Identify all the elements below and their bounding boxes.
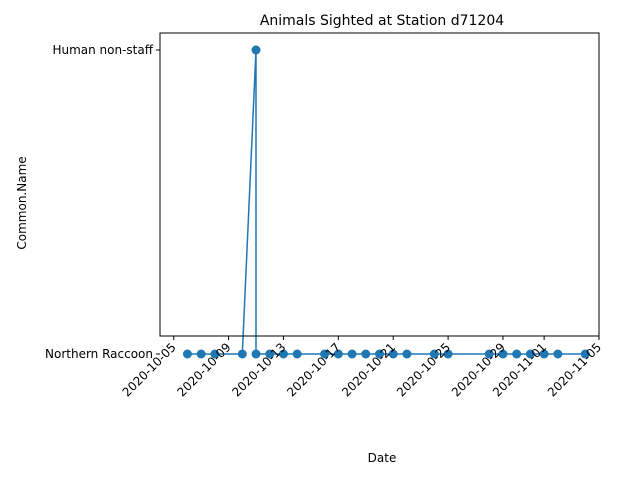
x-tick-label: 2020-10-17 <box>284 340 343 399</box>
data-point <box>251 45 261 55</box>
x-tick-label: 2020-10-09 <box>174 340 233 399</box>
x-axis-label: Date <box>368 451 397 465</box>
data-point <box>292 349 302 359</box>
data-point <box>402 349 412 359</box>
x-axis: 2020-10-052020-10-092020-10-132020-10-17… <box>120 336 604 399</box>
plot-frame <box>159 32 600 337</box>
data-point <box>484 349 494 359</box>
data-point <box>278 349 288 359</box>
data-point <box>388 349 398 359</box>
x-tick-label: 2020-10-21 <box>339 340 398 399</box>
data-point <box>525 349 535 359</box>
chart-title: Animals Sighted at Station d71204 <box>260 13 504 29</box>
y-tick-label: Northern Raccoon <box>45 347 153 361</box>
data-point <box>443 349 453 359</box>
x-tick-label: 2020-11-05 <box>545 340 604 399</box>
plot-area <box>182 45 590 359</box>
data-point <box>333 349 343 359</box>
data-point <box>498 349 508 359</box>
y-axis: Northern Raccoon Human non-staff <box>45 43 160 361</box>
x-tick-label: 2020-10-13 <box>229 340 288 399</box>
data-point <box>429 349 439 359</box>
data-point <box>539 349 549 359</box>
data-point <box>320 349 330 359</box>
data-point <box>265 349 275 359</box>
data-point <box>512 349 522 359</box>
data-point <box>251 349 261 359</box>
data-point <box>361 349 371 359</box>
y-tick-label: Human non-staff <box>52 43 153 57</box>
series-line <box>187 49 586 355</box>
data-point <box>375 349 384 359</box>
data-point <box>580 349 590 359</box>
data-point <box>196 349 206 359</box>
data-point <box>237 349 247 359</box>
data-point <box>553 349 563 359</box>
data-point <box>210 349 220 359</box>
x-tick-label: 2020-10-25 <box>394 340 453 399</box>
y-axis-label: Common.Name <box>15 156 29 249</box>
data-point <box>182 349 192 359</box>
data-point <box>347 349 357 359</box>
